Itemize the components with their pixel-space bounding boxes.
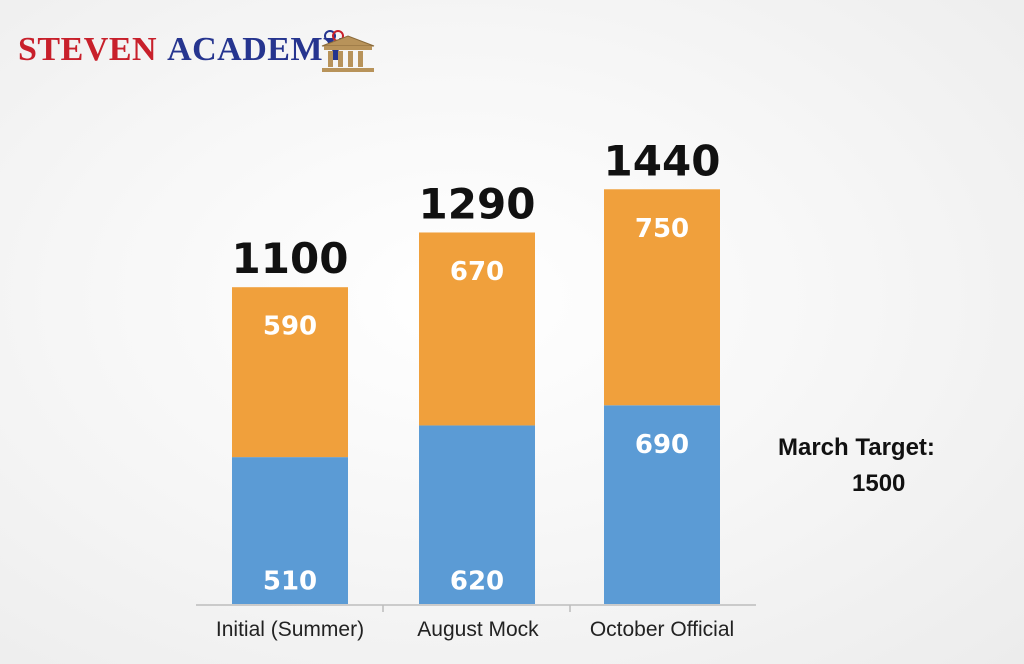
- bar-total-label: 1290: [419, 179, 536, 228]
- segment-value-label: 670: [450, 257, 504, 287]
- bar-segment-lower: [232, 457, 348, 604]
- labels-group: 510 590 1100 Initial (Summer) 620 670 1290 Augu…: [216, 136, 734, 641]
- target-value: 1500: [852, 470, 906, 497]
- x-axis-category-label: August Mock: [417, 618, 539, 641]
- x-axis-category-label: October Official: [590, 618, 734, 641]
- segment-value-label: 590: [263, 312, 317, 342]
- bars-group: [232, 189, 720, 604]
- bar-segment-lower: [604, 405, 720, 604]
- segment-value-label: 690: [635, 430, 689, 460]
- bar-segment-upper: [419, 232, 535, 426]
- building-columns-icon: [321, 30, 375, 72]
- x-axis-category-label: Initial (Summer): [216, 618, 364, 641]
- segment-value-label: 750: [635, 214, 689, 244]
- steven-academy-logo: Steven Academy: [18, 24, 378, 76]
- bar-segment-lower: [419, 425, 535, 604]
- logo-word-academy: Academy: [167, 31, 349, 68]
- bar-segment-upper: [604, 189, 720, 406]
- logo-word-steven: Steven: [18, 31, 158, 68]
- bar-segment-upper: [232, 287, 348, 458]
- march-target-annotation: March Target: 1500: [778, 430, 978, 502]
- segment-value-label: 510: [263, 567, 317, 597]
- bar-total-label: 1440: [604, 136, 721, 185]
- target-label: March Target:: [778, 434, 935, 461]
- bar-total-label: 1100: [232, 234, 349, 283]
- x-axis-ticks: [382, 605, 571, 612]
- logo-wordmark: Steven Academy: [18, 24, 348, 76]
- segment-value-label: 620: [450, 567, 504, 597]
